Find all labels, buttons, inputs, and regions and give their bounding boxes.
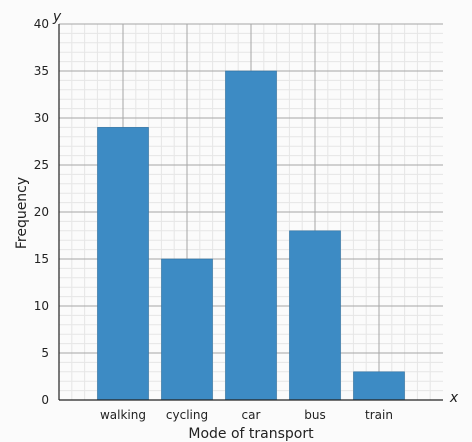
- y-axis-title: Frequency: [14, 177, 30, 249]
- y-tick-label: 20: [34, 205, 49, 219]
- x-tick-labels: walking cycling car bus train: [100, 408, 393, 422]
- bar-cycling: [161, 258, 213, 401]
- y-tick-label: 0: [41, 393, 49, 407]
- x-tick-label-bus: bus: [304, 408, 325, 422]
- bars: [97, 70, 405, 401]
- bar-bus: [289, 230, 341, 401]
- x-axis-letter: x: [449, 390, 459, 406]
- bar-train: [353, 371, 405, 401]
- x-axis-title: Mode of transport: [188, 426, 314, 442]
- y-tick-label: 35: [34, 64, 49, 78]
- y-tick-label: 5: [41, 346, 49, 360]
- y-tick-label: 30: [34, 111, 49, 125]
- x-tick-label-cycling: cycling: [166, 408, 208, 422]
- y-tick-label: 10: [34, 299, 49, 313]
- y-tick-label: 15: [34, 252, 49, 266]
- y-axis-letter: y: [52, 9, 62, 25]
- bar-walking: [97, 127, 149, 401]
- y-tick-labels: 0 5 10 15 20 25 30 35 40: [34, 17, 49, 407]
- x-tick-label-train: train: [365, 408, 393, 422]
- x-tick-label-car: car: [242, 408, 261, 422]
- bar-car: [225, 70, 277, 401]
- y-tick-label: 25: [34, 158, 49, 172]
- axes: [58, 24, 443, 401]
- x-tick-label-walking: walking: [100, 408, 146, 422]
- y-tick-label: 40: [34, 17, 49, 31]
